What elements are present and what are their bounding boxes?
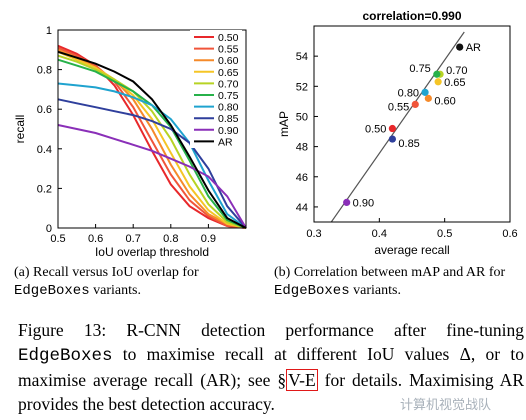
scatter-point-AR [456, 43, 464, 51]
subcaption-a-text: (a) Recall versus IoU overlap for [14, 265, 199, 280]
recall-curve-AR [57, 50, 247, 229]
legend-label-055: 0.55 [218, 44, 239, 56]
x-tick-label-b: 0.6 [502, 228, 517, 240]
y-tick-label-a: 0.4 [37, 144, 52, 156]
point-label-050: 0.50 [365, 124, 386, 136]
x-axis-label-b: average recall [374, 243, 449, 257]
legend-label-090: 0.90 [218, 125, 239, 137]
scatter-point-065 [434, 78, 442, 86]
x-axis-label-a: IoU overlap threshold [95, 245, 209, 259]
plot-frame-a [57, 29, 247, 229]
scatter-point-080 [421, 88, 429, 96]
y-axis-label-a: recall [13, 115, 27, 144]
scatter-point-060 [424, 94, 432, 102]
recall-curve-090 [57, 124, 247, 229]
legend-label-AR: AR [218, 136, 233, 148]
point-label-080: 0.80 [398, 87, 419, 99]
x-tick-label-a: 0.7 [126, 233, 141, 245]
x-tick-label-a: 0.5 [50, 233, 65, 245]
point-label-075: 0.75 [409, 63, 430, 75]
point-label-AR: AR [466, 42, 481, 54]
subcaption-b: (b) Correlation between mAP and AR for E… [274, 264, 524, 300]
y-tick-label-b: 44 [296, 202, 308, 214]
legend-label-050: 0.50 [218, 32, 239, 44]
y-tick-label-b: 50 [296, 111, 308, 123]
legend-label-080: 0.80 [218, 102, 239, 114]
chart-title-b: correlation=0.990 [362, 9, 461, 23]
scatter-point-090 [343, 198, 351, 206]
subcaption-a-tail: variants. [89, 283, 141, 298]
legend-label-065: 0.65 [218, 67, 239, 79]
recall-curve-065 [57, 50, 247, 229]
scatter-point-055 [411, 100, 419, 108]
x-tick-label-b: 0.5 [437, 228, 452, 240]
y-tick-label-a: 1 [46, 25, 52, 37]
caption-tail: for details. Maximising AR provides the … [18, 370, 524, 414]
caption-middle: to maximise recall at different IoU valu… [18, 344, 524, 390]
legend-label-060: 0.60 [218, 55, 239, 67]
y-tick-label-b: 52 [296, 81, 308, 93]
recall-curve-070 [57, 54, 247, 229]
subcaption-a: (a) Recall versus IoU overlap for EdgeBo… [14, 264, 262, 300]
point-label-065: 0.65 [444, 77, 465, 89]
x-tick-label-a: 0.9 [201, 233, 216, 245]
y-tick-label-b: 48 [296, 142, 308, 154]
point-label-070: 0.70 [446, 65, 467, 77]
point-label-085: 0.85 [398, 138, 419, 150]
point-label-060: 0.60 [434, 95, 455, 107]
legend-label-085: 0.85 [218, 113, 239, 125]
y-tick-label-b: 54 [296, 51, 308, 63]
y-tick-label-a: 0.6 [37, 104, 52, 116]
recall-curve-080 [57, 82, 247, 229]
point-label-090: 0.90 [353, 197, 374, 209]
y-tick-label-b: 46 [296, 172, 308, 184]
subcaption-b-method: EdgeBoxes [274, 283, 350, 299]
y-axis-label-b: mAP [277, 111, 291, 137]
subcaption-b-tail: variants. [349, 283, 401, 298]
scatter-point-050 [388, 124, 396, 133]
panel-b-map-vs-ar: correlation=0.990 0.3 0.4 0.5 0.6 44 46 48 50 52 5… [277, 9, 518, 257]
caption-lead: Figure 13: R-CNN detection performance a… [18, 320, 524, 340]
legend-box-a [190, 30, 242, 148]
y-tick-label-a: 0.8 [37, 65, 52, 77]
legend-label-075: 0.75 [218, 90, 239, 102]
subcaption-a-method: EdgeBoxes [14, 283, 90, 299]
point-label-055: 0.55 [388, 101, 409, 113]
scatter-point-085 [388, 135, 396, 143]
subcaption-b-text: (b) Correlation between mAP and AR for [274, 265, 506, 280]
scatter-point-075 [433, 70, 441, 78]
x-tick-label-b: 0.3 [306, 228, 321, 240]
caption-method: EdgeBoxes [18, 346, 113, 366]
recall-curve-085 [57, 98, 247, 229]
plot-frame-b [313, 25, 511, 223]
x-tick-label-b: 0.4 [372, 228, 387, 240]
figure-caption: Figure 13: R-CNN detection performance a… [18, 318, 524, 416]
legend-label-070: 0.70 [218, 78, 239, 90]
x-tick-label-a: 0.6 [88, 233, 103, 245]
section-reference-link[interactable]: V-E [286, 369, 318, 391]
y-tick-label-a: 0.2 [37, 183, 52, 195]
y-tick-label-a: 0 [46, 223, 52, 235]
x-tick-label-a: 0.8 [163, 233, 178, 245]
watermark: 计算机视觉战队 [400, 397, 492, 412]
